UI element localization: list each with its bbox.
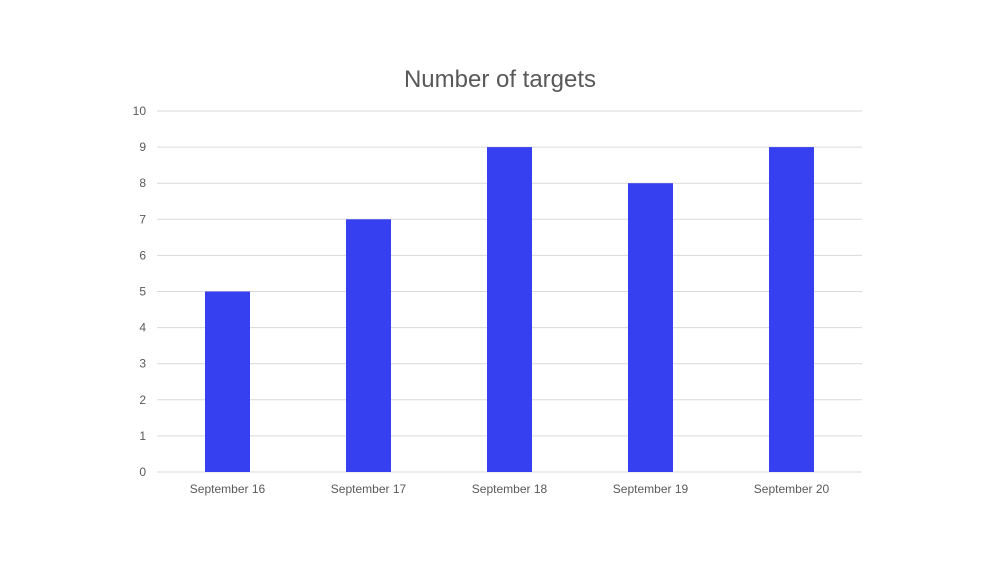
x-tick-label: September 18 bbox=[472, 482, 548, 496]
x-tick-label: September 17 bbox=[331, 482, 407, 496]
y-tick-label: 8 bbox=[139, 176, 146, 190]
bar bbox=[346, 219, 391, 472]
x-tick-label: September 20 bbox=[754, 482, 830, 496]
x-axis-tick-labels: September 16 September 17 September 18 Sept… bbox=[190, 482, 830, 496]
y-tick-label: 7 bbox=[139, 212, 146, 226]
y-tick-label: 4 bbox=[139, 321, 146, 335]
bar bbox=[487, 147, 532, 472]
y-tick-label: 6 bbox=[139, 248, 146, 262]
bar bbox=[628, 183, 673, 472]
chart-title: Number of targets bbox=[403, 66, 597, 93]
y-tick-label: 1 bbox=[139, 429, 146, 443]
y-tick-label: 9 bbox=[139, 140, 146, 154]
x-tick-label: September 19 bbox=[613, 482, 689, 496]
y-tick-label: 0 bbox=[139, 465, 146, 479]
y-tick-label: 3 bbox=[139, 357, 146, 371]
y-axis-tick-labels: 0 1 2 3 4 5 6 7 8 9 10 bbox=[133, 104, 147, 479]
y-tick-label: 2 bbox=[139, 393, 146, 407]
bars bbox=[205, 147, 814, 472]
bar bbox=[205, 291, 250, 472]
x-tick-label: September 16 bbox=[190, 482, 266, 496]
y-tick-label: 10 bbox=[133, 104, 147, 118]
y-tick-label: 5 bbox=[139, 285, 146, 299]
bar bbox=[769, 147, 814, 472]
